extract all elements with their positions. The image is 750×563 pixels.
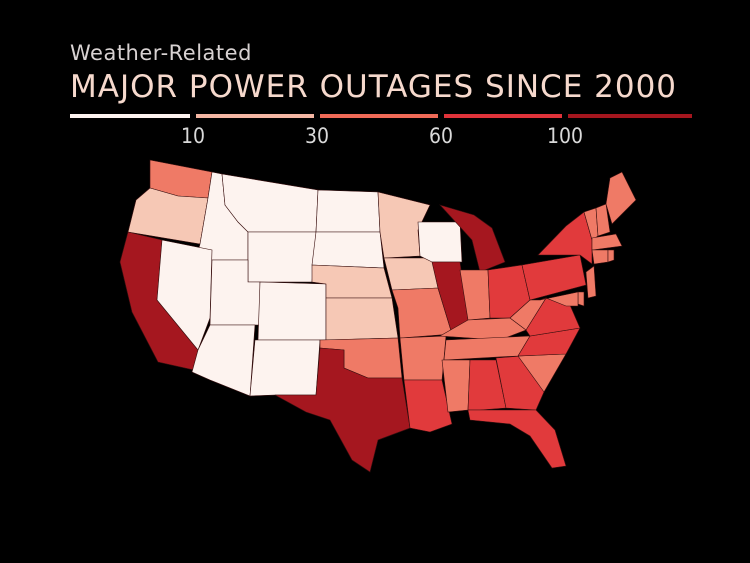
state-co bbox=[257, 281, 327, 341]
state-ia bbox=[383, 257, 439, 291]
state-nd bbox=[315, 189, 381, 233]
header: Weather-Related MAJOR POWER OUTAGES SINC… bbox=[70, 40, 710, 106]
state-mo bbox=[391, 287, 453, 339]
state-nm bbox=[249, 339, 321, 397]
state-wy bbox=[247, 231, 317, 283]
state-me bbox=[605, 171, 637, 225]
state-ga bbox=[495, 355, 545, 411]
state-nj bbox=[585, 265, 597, 299]
legend-bin-2 bbox=[196, 114, 314, 118]
state-la bbox=[403, 379, 453, 433]
legend: 10 30 60 100 bbox=[70, 114, 692, 154]
state-nh bbox=[595, 203, 611, 237]
state-pa bbox=[521, 254, 587, 301]
state-ri bbox=[607, 249, 615, 263]
legend-tick-60: 60 bbox=[428, 124, 454, 148]
state-ks bbox=[325, 297, 399, 341]
legend-bin-5 bbox=[568, 114, 692, 118]
legend-tick-100: 100 bbox=[546, 124, 584, 148]
legend-tick-30: 30 bbox=[304, 124, 330, 148]
state-sd bbox=[311, 231, 385, 269]
state-ct bbox=[591, 249, 609, 265]
state-de bbox=[577, 291, 585, 307]
state-nv bbox=[156, 239, 213, 351]
map-title: MAJOR POWER OUTAGES SINCE 2000 bbox=[70, 69, 678, 105]
legend-bin-1 bbox=[70, 114, 190, 118]
state-ny bbox=[537, 211, 593, 265]
state-az bbox=[191, 324, 256, 397]
state-ma bbox=[591, 233, 623, 251]
legend-bin-3 bbox=[320, 114, 438, 118]
legend-bin-4 bbox=[444, 114, 562, 118]
state-wi bbox=[417, 221, 463, 263]
state-md bbox=[539, 291, 579, 307]
legend-tick-10: 10 bbox=[180, 124, 206, 148]
state-ar bbox=[399, 335, 447, 381]
map-subtitle: Weather-Related bbox=[70, 41, 252, 65]
state-mi bbox=[439, 204, 506, 273]
state-fl bbox=[467, 409, 567, 469]
state-al bbox=[467, 359, 507, 411]
state-tx bbox=[274, 347, 411, 473]
